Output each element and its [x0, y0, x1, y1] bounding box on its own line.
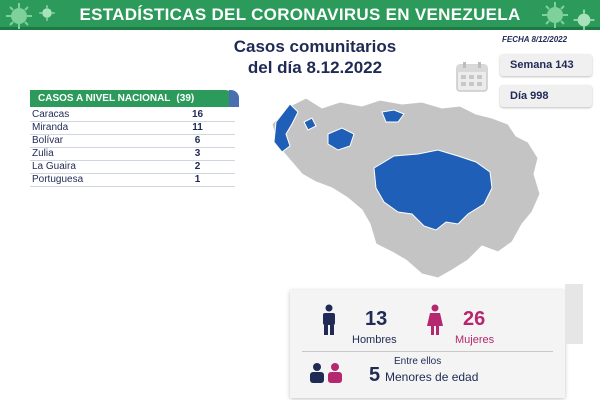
cases-header-label: CASOS A NIVEL NACIONAL — [38, 93, 171, 104]
subtitle-line2: del día 8.12.2022 — [247, 58, 383, 77]
map-state-small-north — [303, 117, 317, 131]
table-row: Caracas 16 — [30, 108, 235, 122]
map-state-bolivar — [373, 149, 493, 231]
table-row: La Guaira 2 — [30, 160, 235, 174]
cases-table-header: CASOS A NIVEL NACIONAL (39) — [30, 90, 239, 107]
virus-icon — [542, 2, 568, 28]
fecha-label: FECHA 8/12/2022 — [502, 35, 568, 44]
cases-header-total: (39) — [176, 93, 195, 104]
case-count: 11 — [160, 121, 235, 135]
cases-table: Caracas 16 Miranda 11 Bolívar 6 Zulia 3 … — [30, 108, 235, 187]
menores-label: Menores de edad — [385, 370, 479, 384]
table-row: Miranda 11 — [30, 121, 235, 135]
case-count: 1 — [160, 173, 235, 187]
case-count: 2 — [160, 160, 235, 174]
map-state-portuguesa — [327, 127, 355, 151]
case-count: 6 — [160, 134, 235, 148]
map-state-capital — [381, 109, 405, 123]
mujeres-count: 26 — [463, 308, 486, 330]
venezuela-map — [271, 97, 541, 279]
dia-box: Día 998 — [500, 85, 592, 107]
state-name: La Guaira — [30, 160, 160, 174]
entre-ellos-label: Entre ellos — [394, 356, 442, 367]
woman-icon — [427, 304, 443, 335]
semana-box: Semana 143 — [500, 54, 592, 76]
stats-panel: 13 Hombres 26 Mujeres Entre ellos 5 Meno… — [290, 284, 583, 398]
hombres-count: 13 — [365, 308, 388, 330]
header-fold-decoration — [229, 90, 239, 107]
virus-icon — [573, 9, 595, 31]
state-name: Bolívar — [30, 134, 160, 148]
header-banner: ESTADÍSTICAS DEL CORONAVIRUS EN VENEZUEL… — [0, 0, 600, 31]
man-icon — [323, 304, 335, 335]
page-subtitle: Casos comunitarios del día 8.12.2022 — [205, 36, 425, 78]
calendar-icon — [456, 62, 488, 92]
hombres-label: Hombres — [352, 334, 397, 346]
table-row: Zulia 3 — [30, 147, 235, 161]
state-name: Caracas — [30, 108, 160, 122]
menores-count: 5 — [369, 364, 381, 386]
virus-icon — [6, 3, 32, 29]
children-icon — [310, 363, 342, 383]
state-name: Zulia — [30, 147, 160, 161]
banner-title: ESTADÍSTICAS DEL CORONAVIRUS EN VENEZUEL… — [79, 5, 521, 24]
table-row: Bolívar 6 — [30, 134, 235, 148]
divider — [302, 351, 553, 352]
table-row: Portuguesa 1 — [30, 173, 235, 187]
state-name: Portuguesa — [30, 173, 160, 187]
map-state-zulia — [273, 103, 299, 153]
mujeres-label: Mujeres — [455, 334, 495, 346]
case-count: 3 — [160, 147, 235, 161]
virus-icon — [39, 5, 55, 21]
subtitle-line1: Casos comunitarios — [233, 37, 397, 56]
panel-tab-decoration — [565, 284, 583, 344]
case-count: 16 — [160, 108, 235, 122]
state-name: Miranda — [30, 121, 160, 135]
